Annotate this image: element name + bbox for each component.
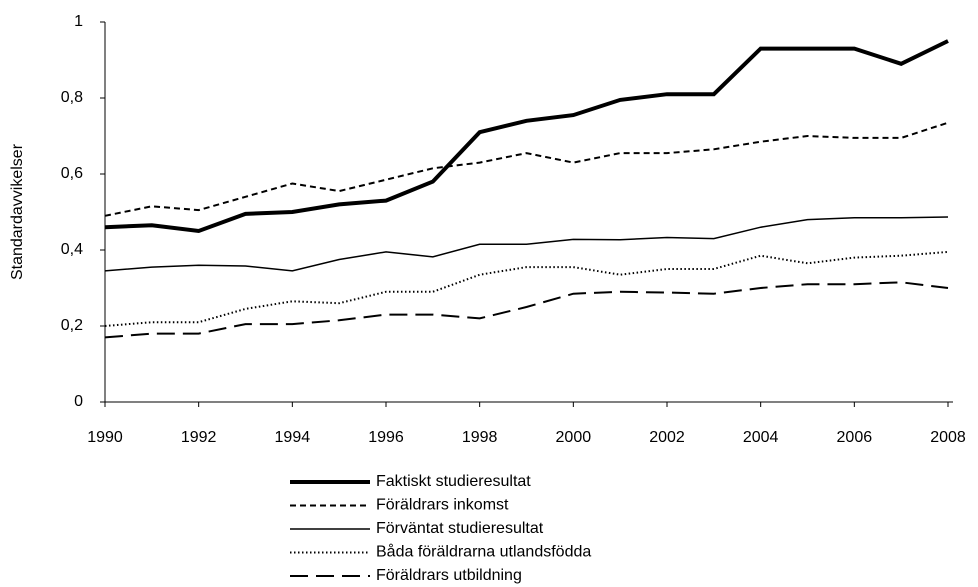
series-line [104, 250, 949, 327]
x-tick-label: 1990 [87, 429, 123, 446]
x-tick-label: 1996 [368, 429, 404, 446]
legend-label: Faktiskt studieresultat [376, 473, 531, 490]
y-tick-label: 0,8 [61, 89, 83, 106]
y-tick-label: 0,6 [61, 165, 83, 182]
x-tick-label: 2000 [556, 429, 592, 446]
y-tick-label: 0,4 [61, 241, 83, 258]
x-tick-label: 2004 [743, 429, 779, 446]
series-line [104, 216, 949, 272]
x-tick-label: 2002 [649, 429, 685, 446]
y-axis-label: Standardavvikelser [9, 143, 26, 280]
series-line [104, 39, 949, 234]
x-tick-label: 1992 [181, 429, 217, 446]
x-tick-label: 1998 [462, 429, 498, 446]
series-line [104, 281, 949, 339]
x-tick-label: 1994 [275, 429, 311, 446]
y-tick-label: 0 [74, 393, 83, 410]
legend-label: Föräldrars utbildning [376, 567, 522, 584]
legend-label: Båda föräldrarna utlandsfödda [376, 543, 591, 561]
y-tick-label: 0,2 [61, 317, 83, 334]
y-tick-label: 1 [74, 13, 83, 30]
legend-label: Förväntat studieresultat [376, 520, 544, 537]
x-tick-label: 2006 [837, 429, 873, 446]
legend-label: Föräldrars inkomst [376, 497, 509, 514]
x-tick-label: 2008 [930, 429, 966, 446]
series-line [104, 121, 949, 217]
